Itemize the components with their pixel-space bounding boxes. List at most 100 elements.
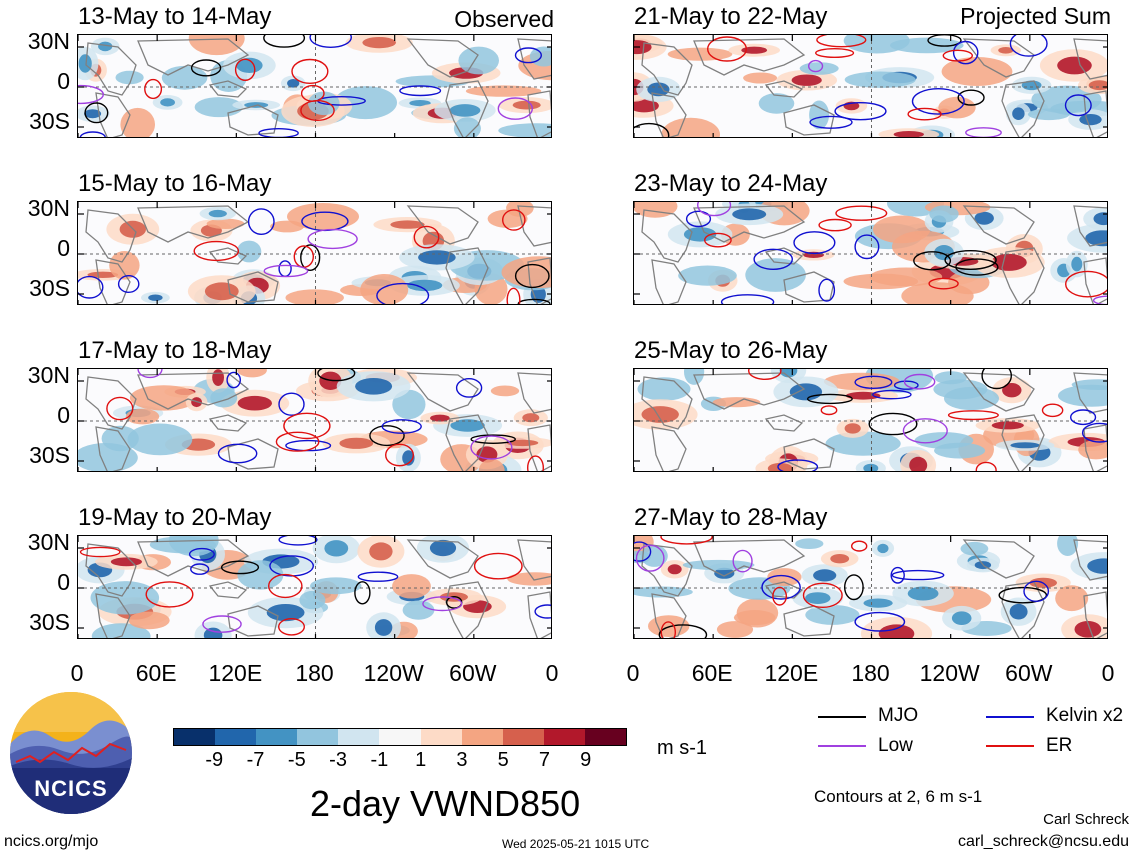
- anomaly-core: [1071, 256, 1083, 272]
- anomaly-core: [506, 439, 539, 447]
- anomaly-core: [374, 619, 393, 636]
- anomaly-shade: [206, 218, 245, 229]
- x-tick-label: 0: [70, 660, 84, 686]
- kelvin-contour: [278, 260, 292, 277]
- continent-outline: [1073, 372, 1107, 414]
- x-tick-label: 60W: [1005, 660, 1053, 686]
- low-contour: [965, 127, 1002, 137]
- panel-title-left-2: 15-May to 16-May: [78, 170, 272, 197]
- anomaly-core: [160, 98, 175, 107]
- mjo-contour: [957, 89, 985, 106]
- mjo-contour: [514, 263, 550, 289]
- kelvin-contour: [809, 115, 853, 129]
- kelvin-contour: [1070, 409, 1097, 426]
- kelvin-contour: [1009, 35, 1048, 57]
- continent-outline: [651, 593, 687, 638]
- contour-note: Contours at 2, 6 m s-1: [814, 787, 983, 806]
- anomaly-shade: [944, 386, 999, 411]
- anomaly-core: [402, 450, 415, 466]
- y-tick-label: 30N: [27, 28, 70, 54]
- er-contour: [277, 618, 305, 636]
- map-panel-svg: [78, 536, 551, 638]
- continent-outline: [641, 209, 693, 263]
- kelvin-contour: [854, 234, 880, 260]
- mjo-contour: [927, 35, 962, 47]
- colorbar-tick-label: -5: [287, 749, 306, 771]
- map-panel-4: [77, 535, 552, 639]
- colorbar-tick-label: 7: [538, 749, 551, 771]
- continent-outline: [85, 543, 137, 597]
- anomaly-shade: [129, 385, 198, 411]
- continent-outline: [137, 38, 250, 76]
- anomaly-core: [1079, 114, 1102, 126]
- anomaly-core: [287, 79, 300, 88]
- x-tick-label: 120W: [363, 660, 424, 686]
- continent-outline: [137, 372, 250, 410]
- site-link[interactable]: ncics.org/mjo: [4, 833, 99, 850]
- anomaly-core: [449, 104, 481, 117]
- anomaly-shade: [914, 432, 974, 449]
- continent-outline: [1073, 38, 1107, 80]
- continent-outline: [445, 414, 489, 471]
- kelvin-contour: [278, 392, 305, 416]
- anomaly-core: [369, 542, 393, 561]
- kelvin-contour: [1064, 94, 1092, 117]
- er-contour: [850, 540, 868, 552]
- kelvin-contour: [1081, 422, 1107, 443]
- er-contour: [291, 58, 329, 85]
- anomaly-core: [236, 57, 263, 73]
- low-contour: [422, 596, 463, 612]
- colorbar-swatch: [297, 729, 339, 745]
- continent-outline: [445, 247, 489, 304]
- anomaly-core: [714, 567, 735, 579]
- continent-outline: [693, 539, 806, 577]
- continent-outline: [641, 376, 693, 430]
- anomaly-shade: [716, 621, 754, 638]
- kelvin-contour: [890, 566, 905, 584]
- anomaly-shade: [109, 251, 140, 280]
- author-email[interactable]: carl_schreck@ncsu.edu: [958, 833, 1129, 850]
- colorbar-swatch: [174, 729, 216, 745]
- er-contour: [267, 573, 303, 599]
- map-panel-5: [633, 34, 1108, 138]
- kelvin-contour: [117, 274, 140, 293]
- anomaly-core: [789, 383, 823, 401]
- kelvin-contour: [78, 275, 104, 299]
- er-contour: [660, 536, 713, 545]
- anomaly-shade: [661, 117, 720, 137]
- er-contour: [816, 35, 867, 48]
- mjo-contour: [868, 412, 918, 436]
- map-panel-2: [77, 201, 552, 305]
- anomaly-core: [430, 414, 450, 422]
- y-tick-label: 30S: [29, 275, 70, 301]
- kelvin-contour: [818, 278, 836, 302]
- kelvin-contour: [190, 563, 210, 575]
- anomaly-shade: [843, 273, 919, 290]
- anomaly-shade: [938, 96, 976, 119]
- map-panel-7: [633, 368, 1108, 472]
- anomaly-shade: [901, 282, 974, 304]
- low-contour: [497, 97, 533, 120]
- mjo-contour: [944, 250, 997, 271]
- mjo-contour: [220, 560, 260, 575]
- continent-outline: [527, 257, 551, 304]
- kelvin-contour: [1023, 580, 1050, 602]
- low-contour: [902, 418, 948, 444]
- mjo-contour: [913, 251, 952, 271]
- colorbar-tick-label: 1: [415, 749, 427, 771]
- anomaly-core: [844, 423, 861, 434]
- continent-outline: [1001, 80, 1045, 137]
- map-panel-svg: [78, 202, 551, 304]
- colorbar-tick-label: 5: [497, 749, 509, 771]
- low-contour: [263, 264, 309, 278]
- er-contour: [835, 205, 888, 221]
- kelvin-contour: [247, 208, 275, 236]
- mjo-contour: [190, 59, 222, 77]
- low-contour: [732, 549, 753, 573]
- kelvin-contour: [226, 371, 241, 389]
- continent-outline: [95, 259, 131, 304]
- legend-low-label: Low: [878, 735, 913, 756]
- y-tick-label: 30S: [29, 609, 70, 635]
- colorbar-tick-label: -3: [329, 749, 347, 771]
- continent-outline: [1083, 257, 1107, 304]
